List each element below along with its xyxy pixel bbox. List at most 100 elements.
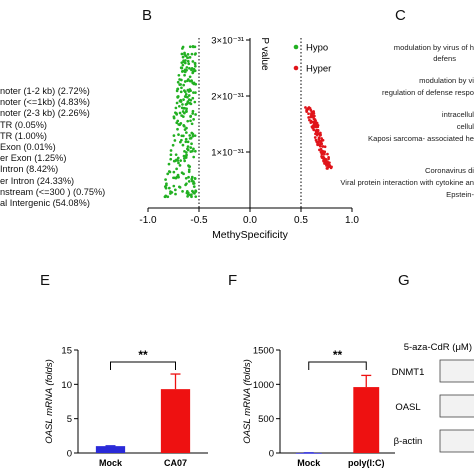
hyper-point [309,114,313,118]
hypo-point [186,119,190,123]
hypo-point [188,134,192,137]
hypo-point [184,59,187,62]
hyper-point [314,122,317,126]
panel-letter-b: B [142,7,153,24]
hypo-point [165,182,168,186]
hypo-point [191,134,195,138]
hypo-point [184,93,188,96]
hypo-point [169,153,173,157]
hyper-point [316,132,320,135]
hypo-point [172,184,176,188]
hyper-point [307,112,310,116]
hypo-point [194,91,197,94]
hypo-point [184,54,188,58]
hypo-point [191,109,195,113]
hypo-point [183,80,187,83]
hyper-point [317,137,321,141]
hyper-point [323,150,326,154]
hypo-point [181,63,185,67]
annotation-item: Exon (0.01%) [0,142,56,153]
y-tick-label: 1×10⁻³¹ [211,148,244,159]
hypo-point [179,83,182,86]
hypo-point [178,186,182,189]
hypo-point [180,171,184,175]
hyper-point [318,144,322,148]
hypo-point [184,156,188,159]
hypo-point [184,131,188,134]
hypo-point [174,176,178,180]
hypo-point [189,146,193,149]
hyper-point [320,152,324,156]
blot-treatment-label: 5-aza-CdR (μM) [404,342,472,353]
hypo-point [170,191,174,194]
hypo-point [171,143,175,147]
hypo-point [188,137,192,140]
hypo-point [187,164,190,167]
hyper-point [328,164,332,167]
hypo-point [180,66,184,70]
hypo-point [183,73,186,77]
hypo-point [191,96,195,100]
hypo-point [176,127,179,131]
annotation-item: noter (<=1kb) (4.83%) [0,97,90,108]
hypo-point [164,194,168,198]
panel-letter-c: C [395,7,406,24]
hypo-point [188,79,192,83]
hyper-point [312,115,315,119]
hypo-point [177,175,180,179]
hypo-point [186,140,190,144]
hypo-point [176,173,180,177]
panel-letter-f: F [228,272,238,289]
annotation-item: Intron (8.42%) [0,164,59,175]
hypo-point [177,73,181,77]
y-tick-label: 15 [61,346,72,357]
pathway-term: cellul [456,122,474,131]
hypo-point [178,99,182,103]
hypo-point [190,68,193,72]
hypo-point [178,164,182,167]
x-tick-label: -1.0 [139,215,157,226]
hypo-point [188,56,192,59]
hyper-point [325,167,329,170]
hypo-point [174,192,177,196]
hypo-point [193,64,197,68]
x-tick-label: 0.0 [243,215,257,226]
blot-row-label: DNMT1 [392,367,425,378]
hyper-point [324,157,328,161]
hyper-point [314,138,318,142]
hypo-point [180,86,183,90]
hypo-point [175,113,179,116]
hypo-point [194,189,197,193]
significance-label: ** [333,348,343,362]
hypo-point [187,168,191,172]
hypo-point [191,60,195,63]
hyper-point [319,147,323,151]
annotation-item: nstream (<=300 ) (0.75%) [0,186,106,197]
y-tick-label: 1500 [253,346,274,357]
hypo-point [186,195,189,198]
hypo-point [191,149,194,153]
hypo-point [183,68,187,72]
hyper-point [313,118,317,121]
hyper-point [321,145,325,148]
hypo-point [175,121,179,125]
hypo-point [172,134,176,137]
hypo-point [194,82,198,86]
hypo-point [180,70,184,73]
hypo-point [181,103,184,106]
hypo-point [189,119,192,123]
hypo-point [186,79,189,83]
hypo-point [185,110,188,114]
hypo-point [193,53,197,56]
hypo-point [184,140,188,144]
hypo-point [166,172,170,176]
hypo-point [191,132,195,136]
hypo-point [187,170,191,174]
hypo-point [194,113,197,116]
significance-bracket [308,361,367,370]
hypo-point [187,94,191,97]
hypo-point [180,138,183,142]
bar [353,387,380,453]
pathway-term: regulation of defense respo [381,88,474,97]
hyper-point [309,108,313,112]
